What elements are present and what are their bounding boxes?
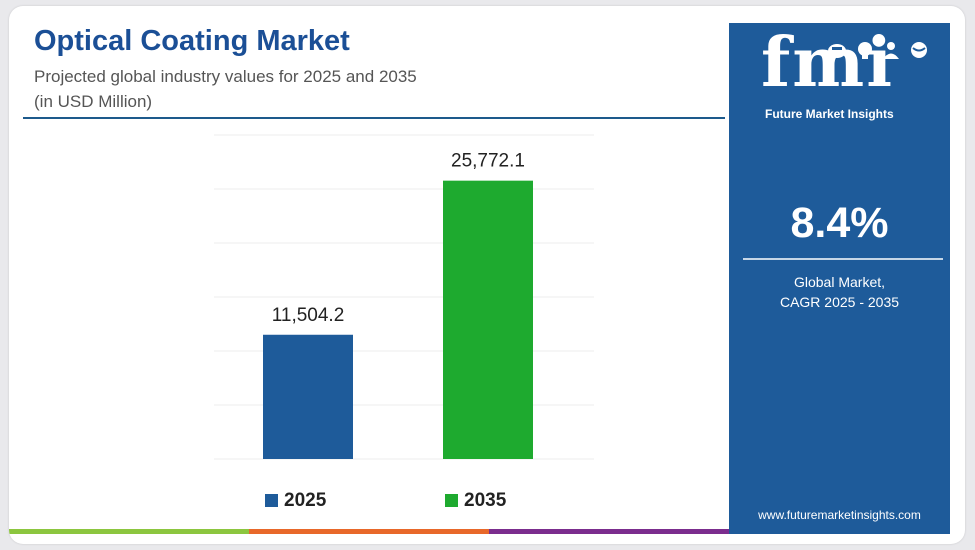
legend-label-2025: 2025 — [284, 490, 327, 511]
cagr-period: CAGR 2025 - 2035 — [779, 294, 900, 310]
cagr-divider — [743, 258, 943, 260]
cagr-caption: Global Market, — [793, 274, 886, 290]
bar-2035 — [443, 180, 533, 459]
legend-swatch-2035 — [445, 494, 458, 507]
bottom-bar-segment-purple — [489, 529, 729, 534]
bars — [263, 180, 533, 459]
fmi-logo: fmi Future Market In — [753, 29, 933, 123]
value-label-2025: 11,504.2 — [272, 305, 345, 326]
website-link[interactable]: www.futuremarketinsights.com — [758, 508, 921, 522]
person-icon — [883, 42, 899, 59]
globe-icon — [911, 42, 927, 58]
bottom-bar-segment-green — [9, 529, 249, 534]
beaker-icon — [828, 44, 846, 58]
legend-swatch-2025 — [265, 494, 278, 507]
cagr-value: 8.4% — [790, 199, 889, 247]
bar-2025 — [263, 334, 353, 459]
legend-label-2035: 2035 — [464, 490, 507, 511]
logo-icons — [828, 42, 927, 59]
logo-letters: fmi — [761, 23, 895, 103]
bottom-color-bar — [9, 529, 729, 534]
bottom-bar-segment-orange — [249, 529, 489, 534]
value-labels: 11,504.2 25,772.1 — [272, 151, 525, 326]
chart-title: Optical Coating Market — [34, 25, 350, 57]
logo-company-name: Future Market Insights — [765, 107, 894, 121]
bar-chart: 11,504.2 25,772.1 2025 2035 — [214, 134, 594, 511]
chart-unit-label: (in USD Million) — [34, 92, 153, 111]
legend: 2025 2035 — [265, 490, 507, 511]
chart-subtitle: Projected global industry values for 202… — [34, 67, 417, 86]
lightbulb-icon — [858, 42, 872, 59]
header-divider — [23, 117, 725, 119]
value-label-2035: 25,772.1 — [451, 151, 525, 172]
chart-card: Optical Coating Market Projected global … — [9, 6, 965, 544]
cagr-panel: fmi Future Market In — [729, 23, 950, 534]
